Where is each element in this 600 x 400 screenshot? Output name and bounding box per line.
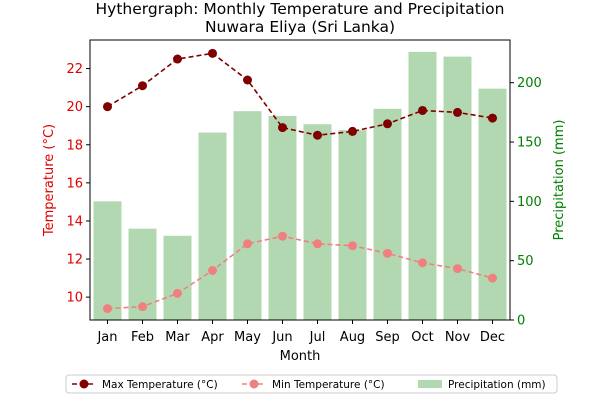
precipitation-bars xyxy=(93,51,507,321)
precip-bar-mar xyxy=(163,235,192,320)
precip-bar-oct xyxy=(408,51,437,320)
precip-bar-may xyxy=(233,111,262,321)
legend-marker-swatch xyxy=(79,379,89,389)
left-tick-label: 22 xyxy=(66,62,83,77)
max-temp-point-aug xyxy=(348,126,357,136)
min-temp-point-feb xyxy=(138,302,147,312)
legend-label: Max Temperature (°C) xyxy=(102,379,218,391)
precip-bar-aug xyxy=(338,130,367,320)
right-tick-label: 150 xyxy=(517,136,542,151)
x-axis-ticks: Jan Feb Mar Apr May Jun Jul Aug Sep Oct Nov Dec xyxy=(96,320,505,345)
left-tick-label: 14 xyxy=(66,214,83,229)
chart-subtitle: Nuwara Eliya (Sri Lanka) xyxy=(205,18,395,36)
x-tick-label: Sep xyxy=(375,330,400,345)
min-temp-point-sep xyxy=(383,248,392,258)
plot-frame xyxy=(89,39,511,321)
max-temp-point-jan xyxy=(103,102,112,112)
max-temp-point-feb xyxy=(138,81,147,91)
left-axis-ticks: 10 12 14 16 18 20 22 xyxy=(66,62,90,306)
max-temp-point-jun xyxy=(278,123,287,133)
legend: Max Temperature (°C) Min Temperature (°C)… xyxy=(65,374,558,394)
legend-box xyxy=(65,374,558,394)
max-temp-line xyxy=(107,52,493,137)
left-tick-label: 18 xyxy=(66,138,83,153)
x-tick-label: May xyxy=(234,330,261,345)
min-temp-point-aug xyxy=(348,241,357,251)
x-tick-label: Nov xyxy=(445,330,471,345)
temperature-lines xyxy=(103,48,497,314)
min-temp-point-oct xyxy=(418,258,427,268)
legend-item: Min Temperature (°C) xyxy=(242,379,385,391)
x-tick-label: Jul xyxy=(309,330,326,345)
max-temp-point-jul xyxy=(313,130,322,140)
min-temp-point-nov xyxy=(453,264,462,274)
min-temp-point-jan xyxy=(103,304,112,314)
left-tick-label: 20 xyxy=(66,100,83,115)
legend-item: Precipitation (mm) xyxy=(418,379,546,391)
x-tick-label: Jun xyxy=(271,330,292,345)
precip-bar-dec xyxy=(478,88,507,320)
right-axis-ticks: 0 50 100 150 200 xyxy=(510,76,542,329)
legend-bar-swatch xyxy=(418,380,442,388)
right-tick-label: 200 xyxy=(517,76,542,91)
max-temp-point-oct xyxy=(418,105,427,115)
left-axis-label: Temperature (°C) xyxy=(42,124,57,237)
right-tick-label: 50 xyxy=(517,254,534,269)
x-axis-label: Month xyxy=(280,349,321,364)
x-tick-label: Apr xyxy=(201,330,224,345)
min-temp-point-mar xyxy=(173,288,182,298)
right-axis-label: Precipitation (mm) xyxy=(552,120,567,241)
legend-marker-swatch xyxy=(249,379,259,389)
max-temp-point-sep xyxy=(383,119,392,129)
precip-bar-sep xyxy=(373,108,402,320)
min-temp-point-apr xyxy=(208,265,217,275)
left-tick-label: 12 xyxy=(66,253,83,268)
x-tick-label: Oct xyxy=(411,330,433,345)
max-temp-point-nov xyxy=(453,107,462,117)
min-temp-line xyxy=(107,235,493,310)
x-tick-label: Feb xyxy=(131,330,154,345)
right-tick-label: 0 xyxy=(517,314,525,329)
min-temp-point-dec xyxy=(488,273,497,283)
x-tick-label: Jan xyxy=(96,330,117,345)
max-temp-point-apr xyxy=(208,48,217,58)
precip-bar-apr xyxy=(198,132,227,320)
legend-label: Min Temperature (°C) xyxy=(272,379,385,391)
precip-bar-jan xyxy=(93,201,122,320)
precip-bar-jun xyxy=(268,115,297,320)
min-temp-point-jul xyxy=(313,239,322,249)
legend-item: Max Temperature (°C) xyxy=(72,379,218,391)
max-temp-point-may xyxy=(243,75,252,85)
min-temp-point-may xyxy=(243,239,252,249)
chart-title: Hythergraph: Monthly Temperature and Pre… xyxy=(96,0,505,18)
precip-bar-jul xyxy=(303,124,332,320)
max-temp-point-dec xyxy=(488,113,497,123)
max-temp-point-mar xyxy=(173,54,182,64)
left-tick-label: 16 xyxy=(66,176,83,191)
right-tick-label: 100 xyxy=(517,195,542,210)
x-tick-label: Mar xyxy=(165,330,190,345)
x-tick-label: Aug xyxy=(340,330,365,345)
x-tick-label: Dec xyxy=(480,330,505,345)
min-temp-point-jun xyxy=(278,231,287,241)
left-tick-label: 10 xyxy=(66,291,83,306)
precip-bar-nov xyxy=(443,56,472,320)
legend-label: Precipitation (mm) xyxy=(448,379,546,391)
